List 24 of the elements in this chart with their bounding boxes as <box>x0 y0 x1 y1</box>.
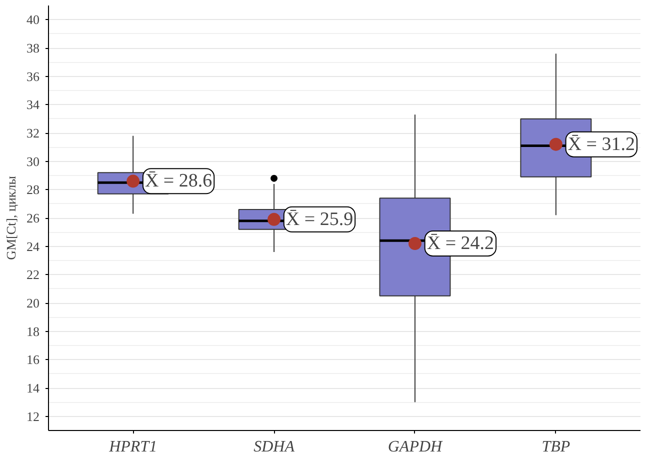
y-tick-label: 18 <box>26 324 40 339</box>
y-tick-label: 32 <box>26 126 40 140</box>
y-tick-label: 28 <box>26 182 40 198</box>
y-tick-label: 40 <box>26 12 40 28</box>
y-tick-label: 24 <box>26 238 40 254</box>
y-tick-label: 26 <box>26 210 40 226</box>
y-tick-label: 14 <box>26 380 40 396</box>
y-tick-label: 30 <box>26 154 40 169</box>
x-tick-label: GAPDH <box>388 438 444 456</box>
annotation: X̄ = 31.2 <box>568 134 635 155</box>
y-tick-label: 34 <box>26 97 40 112</box>
x-tick-label: HPRT1 <box>108 438 158 456</box>
y-axis-title: GM[Ct], циклы <box>4 176 18 260</box>
y-tick-label: 20 <box>26 296 40 310</box>
x-tick-label: SDHA <box>254 438 295 456</box>
annotation: X̄ = 25.9 <box>286 208 354 230</box>
annotation: X̄ = 28.6 <box>144 170 212 192</box>
annotation: X̄ = 24.2 <box>426 233 494 254</box>
y-tick-label: 38 <box>26 40 40 56</box>
x-tick-label: TBP <box>542 438 570 456</box>
y-tick-label: 22 <box>26 267 40 282</box>
y-tick-label: 16 <box>26 352 40 368</box>
y-tick-label: 36 <box>26 68 40 84</box>
y-tick-label: 12 <box>26 408 40 424</box>
